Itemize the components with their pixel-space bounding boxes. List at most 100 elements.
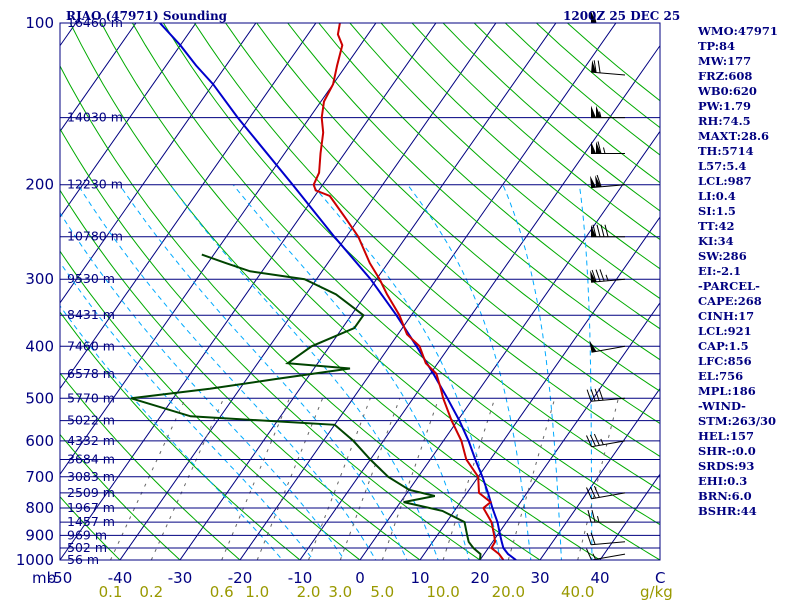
height-label: 16460 m	[67, 15, 123, 30]
moist-adiabat-line	[169, 184, 439, 560]
dewpoint-line	[130, 253, 482, 560]
height-label: 4332 m	[67, 433, 115, 448]
moist-adiabat-line	[60, 211, 346, 560]
temperature-tick-label: -40	[108, 569, 133, 587]
mixing-ratio-line	[442, 398, 496, 560]
wind-barb-staff	[591, 345, 626, 353]
index-item: SW:286	[698, 249, 747, 263]
isotherm-line	[359, 130, 660, 560]
index-item: EI:-2.1	[698, 264, 742, 278]
profile-lines	[130, 23, 517, 560]
wind-barb-pennant	[589, 340, 597, 353]
wind-barb-feather	[599, 269, 605, 282]
wind-barb-feather	[595, 269, 601, 282]
pressure-tick-label: 400	[25, 337, 54, 355]
index-item: CINH:17	[698, 309, 755, 323]
plot-frame	[59, 22, 661, 561]
index-item: L57:5.4	[698, 159, 747, 173]
index-item: MPL:186	[698, 384, 756, 398]
mixing-ratio-unit-label: g/kg	[640, 583, 673, 600]
pressure-tick-label: 500	[25, 389, 54, 407]
index-item: TP:84	[698, 39, 736, 53]
temperature-tick-label: 20	[470, 569, 489, 587]
wind-barb-pennant	[591, 141, 596, 154]
temperature-tick-label: 0	[355, 569, 365, 587]
index-item: WB0:620	[698, 84, 757, 98]
wind-barb-staff	[591, 553, 626, 561]
wind-barb-feather	[593, 60, 597, 73]
height-label: 2509 m	[67, 485, 115, 500]
indices-panel: WMO:47971 TP:84 MW:177 FRZ:608 WB0:620 PW:1.7…	[698, 24, 778, 519]
isotherm-line	[539, 387, 660, 560]
index-item: FRZ:608	[698, 69, 753, 83]
wind-barb-feather	[604, 224, 609, 237]
mixing-ratio-tick-label: 40.0	[561, 583, 594, 600]
temperature-tick-label: -10	[288, 569, 313, 587]
isotherm-line	[60, 23, 137, 133]
moist-adiabat-line	[119, 184, 408, 560]
moist-adiabat-line	[311, 184, 501, 560]
index-item: TH:5714	[698, 144, 754, 158]
station-title: RJAO (47971) Sounding	[66, 9, 228, 23]
index-item: TT:42	[698, 219, 735, 233]
wind-barb-pennant	[590, 175, 597, 188]
height-label: 969 m	[67, 527, 107, 542]
isotherm-line	[239, 23, 617, 560]
wind-barb-feather	[591, 509, 596, 523]
wind-barb-half-feather	[592, 553, 596, 560]
wind-barb-feather	[593, 485, 600, 498]
moist-adiabat-line	[502, 184, 562, 560]
chart-frame	[59, 22, 661, 561]
pressure-tick-label: 600	[25, 432, 54, 450]
wind-barb-feather	[590, 389, 596, 402]
wind-barb	[591, 60, 626, 76]
mixing-ratio-tick-label: 5.0	[370, 583, 394, 600]
wind-barb-feather	[597, 60, 601, 73]
mixing-ratio-line	[308, 398, 371, 560]
wind-barb-feather	[598, 388, 604, 401]
index-item: LI:0.4	[698, 189, 736, 203]
height-label: 12230 m	[67, 177, 123, 192]
wind-barb-feather	[593, 433, 600, 446]
temperature-line	[312, 23, 505, 560]
wind-barb-half-feather	[605, 274, 609, 281]
pressure-tick-label: 1000	[16, 551, 54, 569]
wind-barb-half-feather	[597, 515, 600, 523]
wind-barb-staff	[591, 71, 626, 76]
wind-barb-feather	[586, 532, 592, 545]
pressure-tick-label: 700	[25, 468, 54, 486]
dry-adiabat-line	[60, 372, 241, 560]
index-item: SRDS:93	[698, 459, 755, 473]
mixing-ratio-line	[110, 398, 186, 560]
index-item: BSHR:44	[698, 504, 757, 518]
mixing-ratio-tick-label: 0.2	[139, 583, 163, 600]
isotherm-line	[60, 23, 377, 476]
index-item: PW:1.79	[698, 99, 752, 113]
wind-barb	[586, 485, 626, 500]
wind-barb-feather	[600, 224, 605, 237]
moist-adiabat-line	[407, 184, 532, 560]
wind-barb	[587, 509, 625, 523]
wind-barb	[591, 224, 625, 238]
isobar-lines	[60, 23, 660, 560]
moist-adiabat-line	[578, 184, 593, 560]
index-item: SHR-:0.0	[698, 444, 756, 458]
height-label: 6578 m	[67, 366, 115, 381]
temperature-tick-label: -20	[228, 569, 253, 587]
wind-barb-pennant	[591, 105, 596, 118]
wind-barb	[586, 532, 626, 546]
wind-barb-pennant	[590, 270, 597, 283]
pressure-tick-label: 300	[25, 270, 54, 288]
dry-adiabat-line	[60, 189, 421, 560]
mixing-ratio-tick-label: 2.0	[297, 583, 321, 600]
index-item: MAXT:28.6	[698, 129, 769, 143]
temperature-tick-label: 10	[410, 569, 429, 587]
height-label: 1457 m	[67, 514, 115, 529]
wind-barb-feather	[594, 388, 600, 401]
wind-barb-feather	[592, 10, 597, 24]
mixing-ratio-line	[381, 398, 440, 560]
mixing-ratio-tick-label: 0.6	[210, 583, 234, 600]
index-item: KI:34	[698, 234, 734, 248]
